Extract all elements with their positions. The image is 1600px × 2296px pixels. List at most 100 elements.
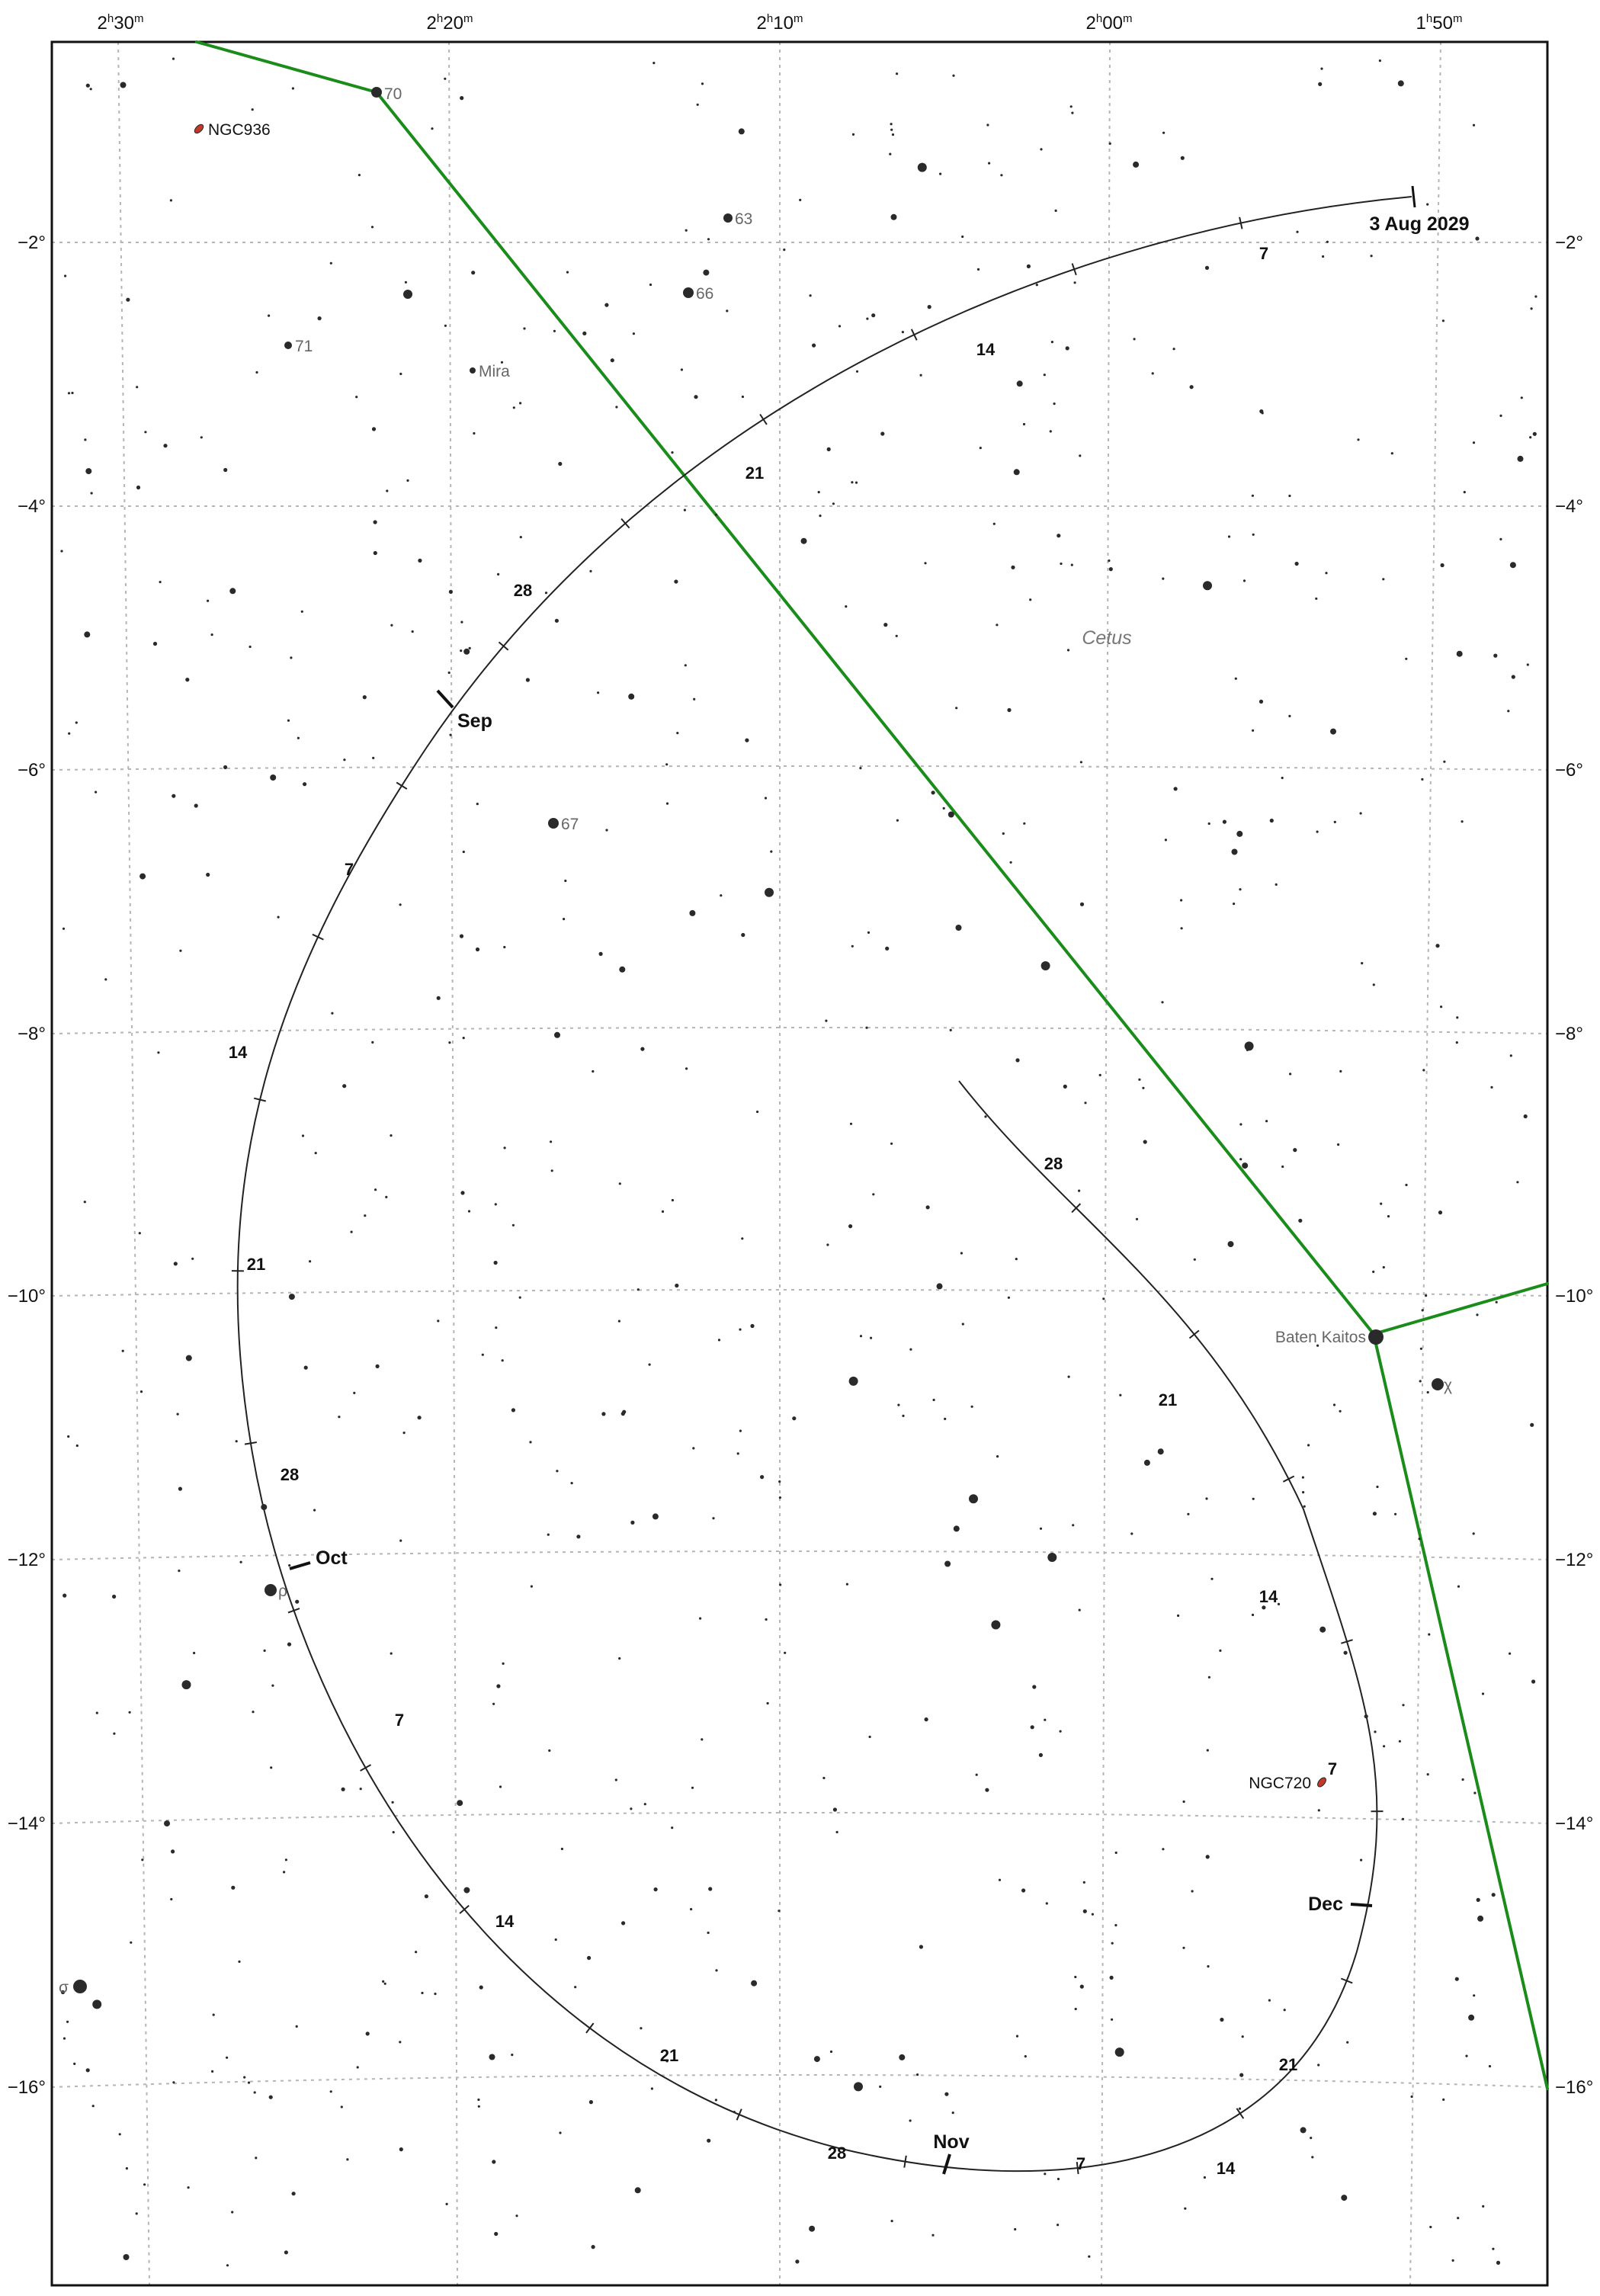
field-star xyxy=(1456,650,1463,657)
field-star xyxy=(1251,1613,1255,1617)
field-star xyxy=(1468,2014,1475,2021)
field-star xyxy=(210,633,213,637)
field-star xyxy=(1203,581,1212,591)
field-star xyxy=(434,1993,437,1996)
field-star xyxy=(460,649,463,653)
field-star xyxy=(64,274,67,277)
field-star xyxy=(1419,1380,1422,1383)
field-star xyxy=(179,949,182,952)
field-star xyxy=(1184,2207,1187,2210)
field-star xyxy=(229,588,236,595)
field-star xyxy=(1332,1403,1336,1406)
field-star xyxy=(502,1662,505,1665)
field-star xyxy=(760,1475,765,1480)
field-star xyxy=(822,1776,826,1780)
day-label-16: 7 xyxy=(1328,1759,1337,1778)
field-star xyxy=(1138,1078,1141,1081)
star-sigma xyxy=(73,1980,87,1993)
ngc936-label: NGC936 xyxy=(208,121,271,139)
field-star xyxy=(525,678,531,682)
field-star xyxy=(121,1349,124,1352)
field-star xyxy=(563,918,566,921)
field-star xyxy=(375,1364,380,1368)
field-star xyxy=(338,1416,341,1419)
field-star xyxy=(1241,2035,1244,2038)
field-star xyxy=(550,1140,553,1143)
field-star xyxy=(832,502,835,505)
field-star xyxy=(1275,883,1278,886)
track-tick xyxy=(759,413,768,425)
field-star xyxy=(1443,760,1446,763)
track-tick xyxy=(585,2022,595,2034)
field-star xyxy=(643,1803,646,1806)
field-star xyxy=(1143,1140,1147,1144)
field-star xyxy=(437,1320,440,1323)
field-star xyxy=(955,925,962,931)
field-star xyxy=(1402,1704,1405,1707)
field-star xyxy=(859,1335,863,1338)
field-star xyxy=(1435,944,1440,948)
field-star xyxy=(1477,1915,1484,1922)
comet-track xyxy=(236,196,1412,2173)
field-star xyxy=(676,732,679,735)
day-label-11: 28 xyxy=(828,2144,846,2163)
field-star xyxy=(243,2076,246,2079)
field-star xyxy=(346,2158,349,2161)
field-star xyxy=(1288,714,1291,718)
field-star xyxy=(120,82,127,88)
field-star xyxy=(1472,123,1476,127)
field-star xyxy=(701,82,704,85)
field-star xyxy=(685,229,688,232)
field-star xyxy=(1063,1084,1067,1089)
field-star xyxy=(1517,455,1524,462)
field-star xyxy=(1070,563,1073,566)
field-star xyxy=(1496,2260,1501,2265)
field-star xyxy=(1488,2065,1492,2068)
field-star xyxy=(1059,1730,1062,1733)
field-star xyxy=(1032,1685,1037,1689)
field-star xyxy=(342,1084,347,1089)
field-star xyxy=(817,491,820,494)
field-star xyxy=(1339,1409,1342,1413)
field-star xyxy=(1205,1855,1210,1859)
dec-label-left-5: −12° xyxy=(8,1550,46,1570)
field-star xyxy=(1473,1791,1477,1794)
field-star xyxy=(1251,494,1254,497)
field-star xyxy=(1442,2098,1445,2101)
field-star xyxy=(1387,1215,1390,1218)
field-star xyxy=(1189,385,1194,390)
field-star xyxy=(1426,1773,1429,1776)
field-star xyxy=(60,550,63,553)
field-star xyxy=(313,1509,316,1512)
field-star xyxy=(1531,1679,1536,1684)
field-star xyxy=(1057,2224,1060,2227)
field-star xyxy=(457,1800,463,1807)
field-star xyxy=(92,1999,102,2009)
field-star xyxy=(1495,1300,1498,1304)
field-star xyxy=(825,1019,828,1022)
day-label-9: 14 xyxy=(495,1912,515,1931)
day-label-2: 21 xyxy=(745,463,764,483)
field-star xyxy=(845,605,848,608)
field-star xyxy=(511,2054,514,2057)
field-star xyxy=(89,88,92,91)
ra-label-0: 2h30m xyxy=(98,12,144,34)
field-star xyxy=(200,436,203,439)
track-tick xyxy=(903,2155,907,2168)
field-star xyxy=(859,767,862,770)
field-star xyxy=(1072,1524,1075,1527)
field-star xyxy=(399,1539,402,1542)
field-star xyxy=(144,431,147,434)
month-label-oct: Oct xyxy=(316,1547,348,1569)
field-star xyxy=(1172,348,1175,351)
field-star xyxy=(1000,174,1003,177)
field-star xyxy=(984,1115,987,1118)
field-star xyxy=(340,2105,343,2108)
field-star xyxy=(597,691,600,694)
field-star xyxy=(736,1452,739,1455)
field-star xyxy=(901,331,904,334)
field-star xyxy=(566,271,569,274)
field-star xyxy=(1234,677,1237,680)
field-star xyxy=(630,1520,635,1525)
dec-labels-right: −2° −4° −6° −8° −10° −12° −14° −16° xyxy=(1555,232,1593,2098)
